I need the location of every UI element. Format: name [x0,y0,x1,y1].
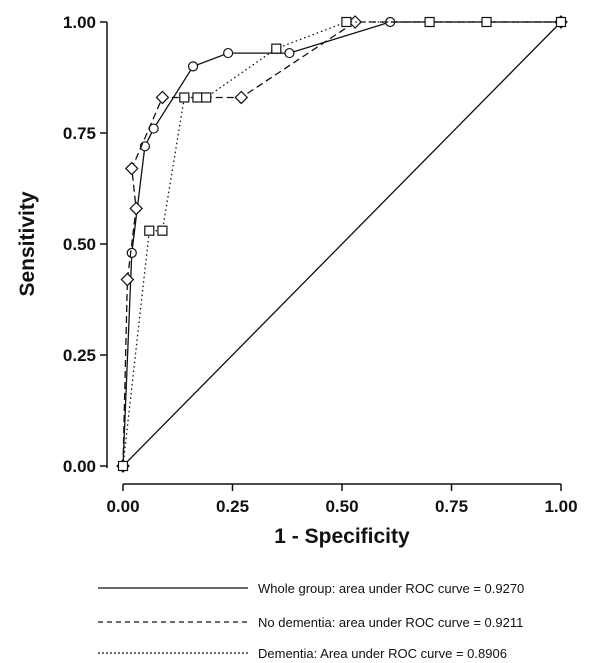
y-tick-label: 0.00 [63,457,96,476]
reference-diagonal [122,21,562,467]
x-tick-label: 0.00 [106,497,139,516]
data-point-square [424,16,435,28]
series-square [117,16,567,472]
data-point-circle [187,61,199,72]
legend: Whole group: area under ROC curve = 0.92… [98,581,524,661]
y-tick-label: 0.25 [63,346,96,365]
y-ticks: 0.00 0.25 0.50 0.75 1.00 [63,13,107,476]
data-point-circle [126,247,137,258]
series-line [122,21,561,467]
data-point-circle [223,47,234,59]
legend-label-no-dementia: No dementia: area under ROC curve = 0.92… [258,615,523,630]
data-point-diamond [234,90,249,105]
data-point-square [192,92,203,103]
data-point-diamond [124,161,139,176]
data-point-square [144,225,155,236]
x-tick-label: 0.75 [435,497,468,516]
data-point-square [201,92,212,103]
data-point-square [157,225,168,236]
y-axis-title: Sensitivity [16,191,39,296]
x-tick-label: 1.00 [544,497,577,516]
data-point-square [341,16,352,28]
data-point-diamond [120,272,135,287]
x-ticks: 0.00 0.25 0.50 0.75 1.00 [106,484,578,516]
data-point-circle [284,47,295,59]
data-point-square [555,16,567,28]
y-tick-label: 0.75 [63,124,96,143]
x-axis-title: 1 - Specificity [274,525,410,548]
data-point-diamond [155,90,170,105]
y-tick-label: 0.50 [63,235,96,254]
data-point-square [271,43,282,54]
legend-label-whole-group: Whole group: area under ROC curve = 0.92… [258,581,524,596]
data-point-square [179,92,190,103]
series-layer [116,15,568,473]
data-point-square [481,16,492,28]
data-point-square [117,460,129,472]
x-tick-label: 0.25 [216,497,249,516]
legend-label-dementia: Dementia: Area under ROC curve = 0.8906 [258,646,507,661]
data-point-diamond [129,201,143,216]
x-tick-label: 0.50 [325,497,358,516]
y-tick-label: 1.00 [63,13,96,32]
